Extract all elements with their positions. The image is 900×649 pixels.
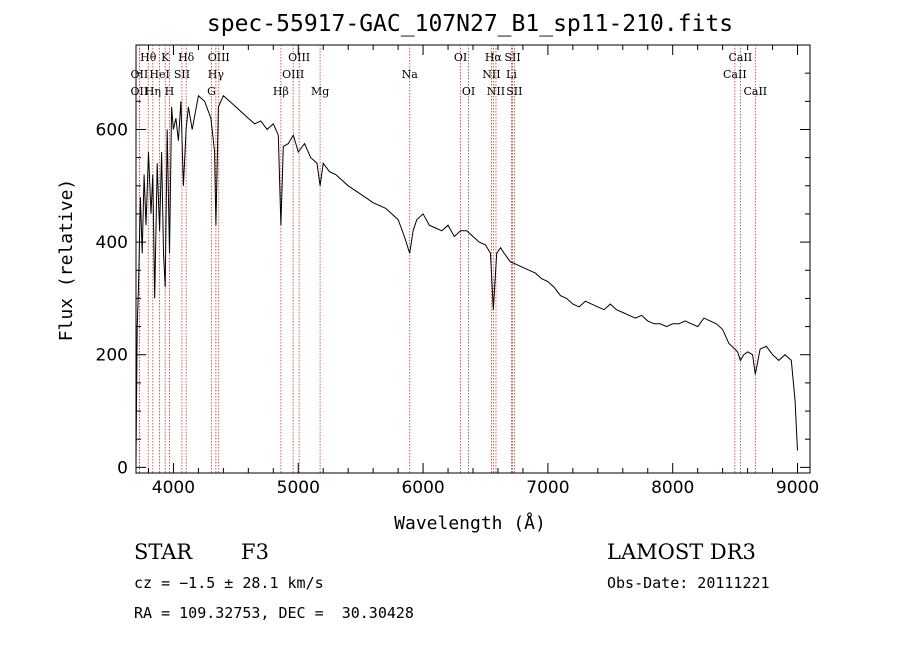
plot-frame <box>135 44 811 474</box>
line-label: OI <box>454 51 467 64</box>
x-tick-label: 5000 <box>277 478 320 498</box>
line-label: OI <box>462 85 475 98</box>
line-label: CaII <box>729 51 753 64</box>
line-label: K <box>161 51 170 64</box>
x-axis-label: Wavelength (Å) <box>394 512 546 534</box>
spectrum-series-line <box>135 94 798 462</box>
coordinates: RA = 109.32753, DEC = 30.30428 <box>134 604 414 622</box>
y-tick-label: 600 <box>96 120 128 140</box>
line-label: CaII <box>723 68 747 81</box>
spectrum-chart: spec-55917-GAC_107N27_B1_sp11-210.fits H… <box>56 11 819 534</box>
line-label: Hδ <box>178 51 195 64</box>
x-tick-label: 9000 <box>776 478 819 498</box>
line-label: Mg <box>311 85 329 98</box>
observation-date: Obs-Date: 20111221 <box>607 574 770 592</box>
line-label: SII <box>506 85 522 98</box>
x-tick-label: 6000 <box>401 478 444 498</box>
object-subclass: F3 <box>241 540 269 564</box>
line-label: Hβ <box>273 85 289 98</box>
x-tick-label: 7000 <box>526 478 569 498</box>
line-label: OII <box>131 85 149 98</box>
line-label: Hα <box>485 51 503 64</box>
line-label: OIII <box>208 51 230 64</box>
line-label: SII <box>504 51 520 64</box>
line-markers <box>138 45 756 473</box>
y-tick-label: 200 <box>96 346 128 366</box>
y-axis-label: Flux (relative) <box>56 179 77 342</box>
line-label: NII <box>482 68 500 81</box>
line-label: G <box>207 85 216 98</box>
chart-title: spec-55917-GAC_107N27_B1_sp11-210.fits <box>207 11 733 37</box>
line-label: H <box>165 85 175 98</box>
line-label: CaII <box>743 85 767 98</box>
line-label: Hγ <box>208 68 225 81</box>
line-label: OII <box>131 68 149 81</box>
y-tick-label: 0 <box>117 458 128 478</box>
line-label: HeI <box>149 68 169 81</box>
axis-ticks: 4000 5000 6000 7000 8000 9000 0 200 400 600 <box>96 45 819 498</box>
line-label: NII <box>487 85 505 98</box>
redshift-velocity: cz = −1.5 ± 28.1 km/s <box>134 574 324 592</box>
line-label: Hη <box>145 85 161 98</box>
x-tick-label: 8000 <box>651 478 694 498</box>
line-label: SII <box>174 68 190 81</box>
survey-name: LAMOST DR3 <box>607 540 756 564</box>
line-label: OIII <box>282 68 304 81</box>
line-label: Li <box>506 68 517 81</box>
object-class: STAR <box>134 540 193 564</box>
line-label: Na <box>402 68 419 81</box>
x-tick-label: 4000 <box>152 478 195 498</box>
line-label: OIII <box>288 51 310 64</box>
line-label: Hθ <box>140 51 157 64</box>
y-tick-label: 400 <box>96 233 128 253</box>
